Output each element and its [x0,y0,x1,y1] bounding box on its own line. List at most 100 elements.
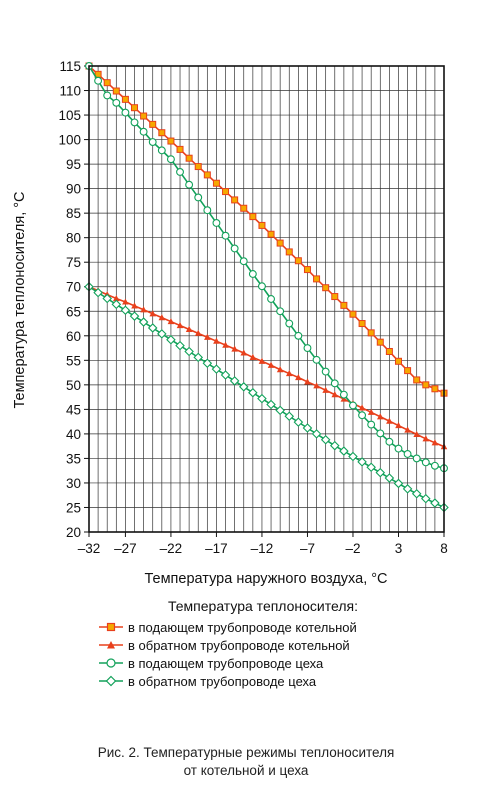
data-point [184,346,194,357]
data-point [231,345,238,352]
x-axis-title: Температура наружного воздуха, °C [144,571,387,587]
data-point [185,180,194,189]
data-point [111,299,122,310]
data-point [384,473,395,483]
data-point [385,347,393,355]
data-point [131,104,139,112]
data-point [394,357,402,365]
data-point [93,287,103,298]
data-point [348,451,358,462]
data-point [276,307,285,316]
data-point [357,457,367,467]
x-tick-label: –27 [114,541,137,556]
legend-item-shop-return: в обратном трубопроводе цеха [98,672,428,690]
data-point [358,404,366,411]
data-point [404,367,412,375]
data-point [421,493,431,504]
data-point [129,311,140,321]
x-tick-label: –2 [345,541,360,556]
data-point [249,353,257,360]
data-point [122,298,129,305]
data-point [331,293,339,301]
y-tick-label: 60 [66,329,81,344]
data-point [140,112,148,120]
y-tick-label: 55 [66,353,81,368]
series-line [88,286,445,448]
data-point [302,423,313,433]
y-tick-label: 20 [66,525,81,540]
data-point [375,467,386,478]
data-point [322,386,329,393]
legend-item-shop-supply: в подающем трубопроводе цеха [98,654,428,672]
data-point [113,295,120,302]
data-point [238,382,249,392]
data-point [403,450,412,458]
data-point [176,145,184,153]
legend-item-boiler-return: в обратном трубопроводе котельной [98,636,428,654]
x-tick-labels: –32 –27 –22 –17 –12 –7 –2 3 8 [78,532,448,556]
data-point [386,417,393,424]
data-point [257,393,267,404]
data-point [131,302,138,309]
data-point [312,355,321,364]
y-tick-label: 75 [66,255,81,270]
data-point [313,382,320,389]
data-point [212,179,220,187]
data-point [194,163,202,171]
data-point [311,429,322,439]
y-tick-label: 95 [66,157,81,172]
data-point [395,422,402,429]
data-point [149,310,157,317]
x-tick-label: –22 [160,541,183,556]
data-point [138,317,149,327]
data-point [367,420,376,429]
plot-frame [88,65,445,533]
data-point [212,219,221,227]
data-point [320,435,331,445]
x-tick-label: –7 [300,541,315,556]
data-point [331,391,339,398]
data-point [313,275,321,283]
data-point [213,337,220,344]
data-point [394,444,403,453]
data-point [367,408,375,415]
data-point [275,405,285,416]
data-point [148,138,157,146]
data-point [222,188,230,196]
data-point [376,429,385,438]
data-point [204,333,211,340]
data-point [339,390,348,399]
data-point [167,318,175,325]
data-point [293,417,304,427]
data-point [294,331,303,340]
series-line [88,65,445,470]
data-point [193,352,204,363]
square-marker-icon [99,622,123,632]
y-tick-label: 50 [66,378,81,393]
data-point [339,446,349,456]
data-point [266,399,276,410]
data-point [267,295,276,303]
data-point [267,230,275,238]
y-tick-labels: 20 25 30 35 40 45 50 55 60 65 70 75 80 85 90 95 100 105 11… [58,59,89,540]
data-point [321,367,330,376]
data-point [422,381,430,389]
data-point [121,108,130,117]
series-line [88,286,445,509]
y-axis-title: Температура теплоносителя, °C [12,191,28,408]
data-point [422,435,430,442]
data-point [248,270,257,278]
y-tick-label: 45 [66,402,81,417]
x-tick-label: 3 [395,541,403,556]
data-point [112,87,120,95]
data-point [349,310,357,318]
data-point [431,385,439,393]
data-point [340,301,348,309]
data-point [303,266,311,274]
data-point [103,91,112,100]
data-point [267,361,275,368]
data-point [166,334,176,345]
y-tick-label: 35 [66,451,81,466]
data-point [176,321,184,329]
series-square [85,62,448,397]
